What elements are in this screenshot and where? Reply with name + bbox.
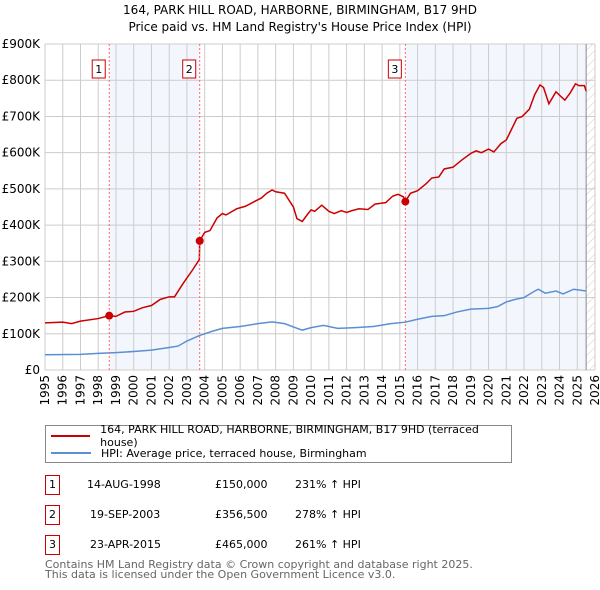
sale-label: 1 — [95, 63, 102, 76]
y-tick-label: £700K — [2, 109, 42, 123]
sale-hpi: 261% ↑ HPI — [295, 538, 361, 551]
x-tick-label: 2026 — [588, 375, 600, 406]
y-tick-label: £0 — [25, 363, 40, 377]
sale-label: 2 — [186, 63, 193, 76]
chart-title: 164, PARK HILL ROAD, HARBORNE, BIRMINGHA… — [123, 3, 477, 17]
x-tick-label: 2007 — [251, 375, 265, 406]
legend-label: HPI: Average price, terraced house, Birm… — [101, 446, 367, 460]
forecast-hatch — [586, 44, 595, 370]
y-tick-label: £300K — [2, 254, 42, 268]
chart-subtitle: Price paid vs. HM Land Registry's House … — [128, 20, 471, 34]
sale-point — [401, 197, 410, 206]
sale-label-box — [387, 59, 402, 79]
sale-row: 2 19-SEP-2003 £356,500 278% ↑ HPI — [45, 505, 505, 525]
x-tick-label: 1998 — [91, 375, 105, 406]
x-tick-label: 2016 — [411, 375, 425, 406]
x-tick-label: 2006 — [233, 375, 247, 406]
x-tick-label: 2000 — [127, 375, 141, 406]
sale-price: £150,000 — [215, 478, 268, 491]
x-tick-label: 1997 — [73, 375, 87, 406]
shaded-period — [405, 44, 587, 370]
sale-label-box — [182, 59, 197, 79]
sale-label-box — [91, 59, 106, 79]
y-tick-label: £200K — [2, 291, 42, 305]
x-tick-label: 2018 — [446, 375, 460, 406]
x-tick-label: 2005 — [215, 375, 229, 406]
x-tick-label: 2003 — [180, 375, 194, 406]
x-tick-label: 2024 — [553, 375, 567, 406]
legend-item-property: 164, PARK HILL ROAD, HARBORNE, BIRMINGHA… — [46, 423, 511, 449]
y-tick-label: £100K — [2, 327, 42, 341]
x-tick-label: 2012 — [340, 375, 354, 406]
sale-date: 14-AUG-1998 — [87, 478, 161, 491]
x-tick-label: 2017 — [428, 375, 442, 406]
sale-number: 2 — [45, 505, 60, 525]
x-tick-label: 2020 — [482, 375, 496, 406]
x-tick-label: 2022 — [517, 375, 531, 406]
price-chart: 164, PARK HILL ROAD, HARBORNE, BIRMINGHA… — [2, 3, 600, 406]
series-line — [44, 82, 587, 325]
sale-label: 3 — [391, 63, 398, 76]
footer-copyright: Contains HM Land Registry data © Crown c… — [45, 558, 473, 571]
x-tick-label: 2023 — [535, 375, 549, 406]
x-tick-label: 2004 — [198, 375, 212, 406]
legend-swatch-red — [51, 435, 91, 437]
shaded-period — [109, 44, 200, 370]
sale-point — [105, 311, 114, 320]
sale-point — [195, 236, 204, 245]
sale-date: 19-SEP-2003 — [90, 508, 161, 521]
sale-row: 1 14-AUG-1998 £150,000 231% ↑ HPI — [45, 475, 505, 495]
y-tick-label: £800K — [2, 73, 42, 87]
y-tick-label: £400K — [2, 218, 42, 232]
x-tick-label: 2001 — [144, 375, 158, 406]
y-tick-label: £500K — [2, 182, 42, 196]
y-tick-label: £600K — [2, 146, 42, 160]
x-tick-label: 2021 — [499, 375, 513, 406]
footer-licence: This data is licensed under the Open Gov… — [45, 568, 396, 581]
x-tick-label: 2010 — [304, 375, 318, 406]
x-tick-label: 1999 — [109, 375, 123, 406]
sale-price: £356,500 — [215, 508, 268, 521]
x-tick-label: 2011 — [322, 375, 336, 406]
sale-number: 3 — [45, 535, 60, 555]
sale-price: £465,000 — [215, 538, 268, 551]
x-tick-label: 2009 — [286, 375, 300, 406]
legend-label: 164, PARK HILL ROAD, HARBORNE, BIRMINGHA… — [100, 423, 479, 449]
sale-number: 1 — [45, 475, 60, 495]
legend-swatch-blue — [51, 452, 91, 454]
x-tick-label: 2019 — [464, 375, 478, 406]
x-tick-label: 2008 — [269, 375, 283, 406]
footer: Contains HM Land Registry data © Crown c… — [45, 558, 473, 581]
sale-hpi: 231% ↑ HPI — [295, 478, 361, 491]
x-tick-label: 1995 — [38, 375, 52, 406]
legend-item-hpi: HPI: Average price, terraced house, Birm… — [46, 445, 367, 461]
sale-row: 3 23-APR-2015 £465,000 261% ↑ HPI — [45, 535, 505, 555]
sale-hpi: 278% ↑ HPI — [295, 508, 361, 521]
y-tick-label: £900K — [2, 37, 42, 51]
legend: 164, PARK HILL ROAD, HARBORNE, BIRMINGHA… — [45, 423, 512, 463]
x-tick-label: 2013 — [357, 375, 371, 406]
x-tick-label: 2025 — [570, 375, 584, 406]
x-tick-label: 1996 — [56, 375, 70, 406]
x-tick-label: 2002 — [162, 375, 176, 406]
sale-date: 23-APR-2015 — [90, 538, 162, 551]
x-tick-label: 2014 — [375, 375, 389, 406]
series-line — [44, 288, 587, 356]
x-tick-label: 2015 — [393, 375, 407, 406]
